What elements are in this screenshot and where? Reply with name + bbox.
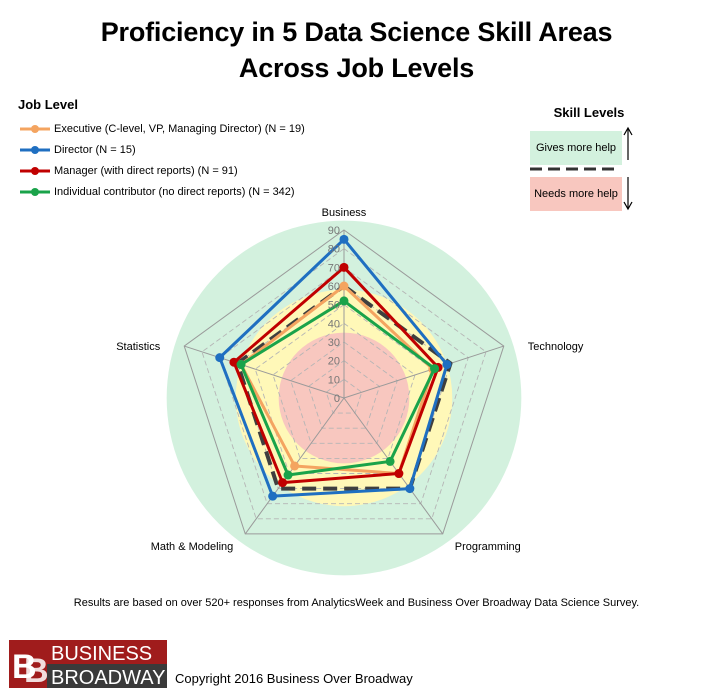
threshold-polygon [235,284,453,491]
logo-mark-icon [9,640,47,688]
axis-spoke [184,345,345,399]
radar-series [215,234,452,501]
grid-ring [254,304,434,474]
legend-item-label: Individual contributor (no direct report… [54,185,295,198]
series-point [229,357,239,367]
legend-item: Director (N = 15) [18,139,305,160]
skill-levels-markers [530,126,633,211]
copyright: Copyright 2016 Business Over Broadway [175,671,413,686]
grid-ring [290,341,398,444]
axis-label: Technology [528,341,584,353]
logo-mark-letter: B [12,648,37,686]
tick-label: 10 [328,374,340,386]
legend-swatch [20,166,50,175]
axis-label: Business [322,207,367,219]
skill-levels-legend: Skill Levels Gives more help Needs more … [530,105,640,211]
series-line [232,265,440,485]
series-point [278,478,288,488]
tick-label: 20 [328,356,340,368]
series-point [394,469,404,479]
tick-label: 0 [334,393,340,405]
footnote: Results are based on over 520+ responses… [73,597,640,609]
arrow-up-icon [623,126,633,160]
logo-text-line1: BUSINESS [51,643,152,665]
axis-label: Programming [455,541,521,553]
legend-item: Executive (C-level, VP, Managing Directo… [18,118,305,139]
series-point [430,364,440,374]
job-level-legend: Job Level Executive (C-level, VP, Managi… [18,97,305,202]
grid-ring [219,266,469,505]
series-point [339,281,349,291]
axis-spoke [343,345,504,399]
series-point [215,353,225,363]
series-line [218,237,449,498]
series-point [385,456,395,466]
grid-ring [325,378,363,414]
series-group [236,296,440,480]
tick-label: 60 [328,281,340,293]
series-point [236,360,246,370]
series-point [339,262,349,272]
series-point [268,491,278,501]
legend-title: Job Level [18,97,78,112]
threshold-ring [235,284,453,491]
grid-ring [183,229,505,535]
series-point [290,461,300,471]
series-point [283,470,293,480]
legend-item: Manager (with direct reports) (N = 91) [18,160,305,181]
tick-label: 30 [328,337,340,349]
series-point [442,360,452,370]
chart-title: Proficiency in 5 Data Science Skill Area… [0,14,713,86]
logo-mark-letter-2: B [24,652,49,688]
radial-tick-labels: 0 10 20 30 40 50 60 70 80 90 [328,225,340,405]
tick-label: 70 [328,262,340,274]
needs-more-help-label: Needs more help [534,188,618,200]
needs-more-help-box: Needs more help [530,177,622,211]
series-point [339,296,349,306]
legend-item: Individual contributor (no direct report… [18,181,305,202]
grid-ring [272,322,416,459]
axis-labels: Business Technology Programming Math & Mode… [116,207,584,553]
tick-label: 50 [328,300,340,312]
legend-swatch [20,145,50,154]
series-line [239,299,437,477]
logo-text-line2: BROADWAY [51,667,165,688]
axis-spoke [343,397,444,535]
tick-label: 40 [328,318,340,330]
legend-item-label: Manager (with direct reports) (N = 91) [54,164,238,177]
gives-more-help-label: Gives more help [535,142,617,154]
legend-item-label: Director (N = 15) [54,143,136,156]
axis-label: Statistics [116,341,161,353]
axis-label: Math & Modeling [151,541,234,553]
chart-title-line1: Proficiency in 5 Data Science Skill Area… [100,17,613,47]
series-point [339,234,349,244]
tick-label: 80 [328,244,340,256]
legend-item-label: Executive (C-level, VP, Managing Directo… [54,122,305,135]
tick-label: 90 [328,225,340,237]
legend-swatch [20,187,50,196]
grid-ring [307,360,381,429]
radar-chart: 0 10 20 30 40 50 60 70 80 90 Business Technology Pr… [116,207,584,576]
business-broadway-logo: B B BUSINESS BROADWAY [9,640,167,688]
series-point [405,484,415,494]
gives-more-help-box: Gives more help [530,131,622,165]
chart-title-line2: Across Job Levels [238,53,475,83]
skill-levels-title: Skill Levels [553,105,625,120]
arrow-down-icon [623,177,633,211]
series-group [215,234,452,501]
grid-ring [201,248,487,520]
legend-swatch [20,124,50,133]
series-group [229,262,443,488]
